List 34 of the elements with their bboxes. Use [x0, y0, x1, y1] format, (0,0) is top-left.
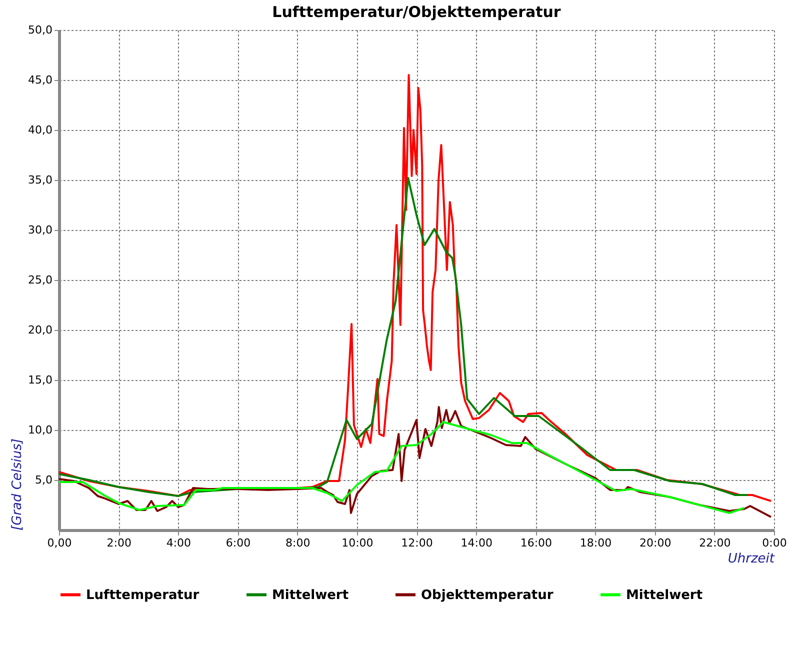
y-tick-label: 25,0 — [28, 274, 52, 286]
line-series — [58, 421, 746, 514]
legend-label: Mittelwert — [272, 588, 349, 603]
line-series — [58, 74, 772, 502]
legend-label: Objekttemperatur — [421, 588, 554, 603]
chart-title: Lufttemperatur/Objekttemperatur — [272, 3, 562, 21]
x-tick-label: 14:00 — [460, 536, 492, 550]
x-tick-label: 16:00 — [520, 536, 552, 550]
y-axis-title: [Grad Celsius] — [10, 438, 26, 530]
x-axis-title: Uhrzeit — [728, 552, 776, 566]
x-tick-label: 0:00 — [762, 536, 787, 550]
line-series — [58, 177, 748, 497]
line-series — [58, 406, 772, 518]
y-tick-label: 20,0 — [28, 324, 52, 336]
x-tick-label: 10:00 — [342, 536, 374, 550]
y-tick-label: 15,0 — [28, 374, 52, 386]
y-tick-label: 10,0 — [28, 424, 52, 436]
y-tick-label: 35,0 — [28, 174, 52, 186]
y-tick-label: 5,0 — [35, 474, 52, 486]
x-tick-label: 12:00 — [401, 536, 433, 550]
x-tick-label: 22:00 — [699, 536, 731, 550]
x-tick-label: 18:00 — [580, 536, 612, 550]
x-tick-label: 20:00 — [639, 536, 672, 550]
y-tick-label: 50,0 — [28, 24, 52, 36]
x-tick-label: 4:00 — [166, 536, 192, 550]
y-tick-label: 45,0 — [28, 74, 52, 86]
legend-label: Lufttemperatur — [86, 588, 200, 603]
x-tick-label: 2:00 — [106, 536, 132, 550]
y-tick-label: 40,0 — [28, 124, 52, 136]
y-tick-label: 30,0 — [28, 224, 52, 236]
legend-label: Mittelwert — [626, 588, 703, 603]
x-tick-label: 8:00 — [285, 536, 310, 550]
x-tick-label: 6:00 — [226, 536, 251, 550]
x-tick-label: 0,00 — [47, 536, 72, 550]
